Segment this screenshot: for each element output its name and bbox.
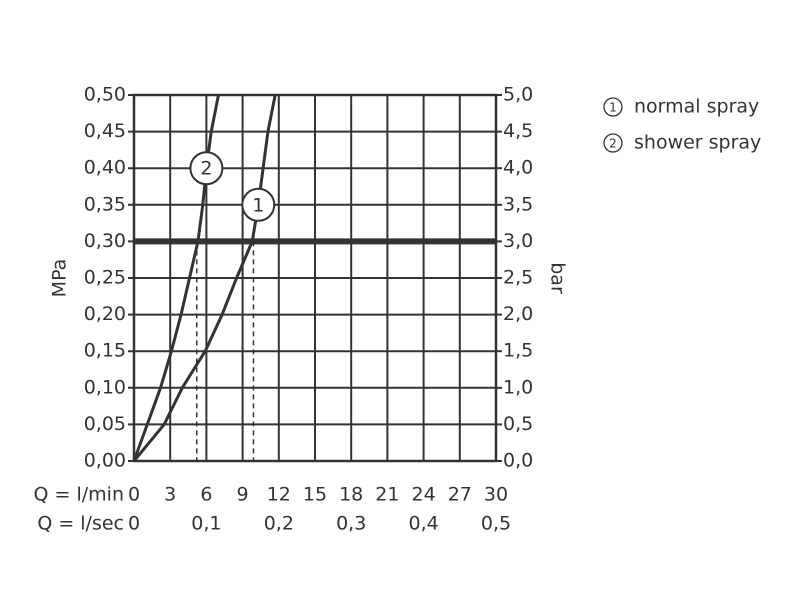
y2-tick-label: 5,0 [503,84,533,106]
legend-number: 2 [609,137,617,151]
y-tick-label: 0,35 [84,193,126,215]
x-tick-label: 15 [303,484,327,506]
x2-tick-label: 0,4 [408,513,438,535]
x2-axis-label: Q = l/sec [37,513,124,535]
x-tick-label: 9 [237,484,249,506]
y-tick-label: 0,15 [84,340,126,362]
series-marker-circle [189,151,224,186]
x-tick-label: 18 [339,484,363,506]
x-tick-label: 3 [164,484,176,506]
x2-tick-label: 0,2 [264,513,294,535]
y2-tick-label: 0,5 [503,413,533,435]
x-tick-label: 27 [448,484,472,506]
plot-frame [132,93,498,463]
y2-tick-label: 3,0 [503,230,533,252]
y-tick-label: 0,05 [84,413,126,435]
series-marker-label: 2 [200,158,212,180]
y-tick-label: 0,30 [84,230,126,252]
series-marker-label: 1 [252,194,264,216]
y2-tick-label: 0,0 [503,450,533,472]
y-tick-label: 0,45 [84,120,126,142]
x2-tick-label: 0,5 [481,513,511,535]
y-tick-label: 0,40 [84,157,126,179]
x2-tick-label: 0,1 [191,513,221,535]
x-tick-label: 12 [267,484,291,506]
y2-axis-label: bar [547,262,569,294]
x-tick-label: 6 [200,484,212,506]
x-tick-label: 0 [128,484,140,506]
x2-tick-label: 0 [128,513,140,535]
y-tick-label: 0,50 [84,84,126,106]
y-axis-label: MPa [49,259,71,298]
y2-tick-label: 4,5 [503,120,533,142]
x-tick-label: 21 [375,484,399,506]
y2-tick-label: 3,5 [503,193,533,215]
y-tick-label: 0,10 [84,376,126,398]
y2-tick-label: 4,0 [503,157,533,179]
x-tick-label: 24 [412,484,436,506]
legend-circle [603,133,623,153]
y-tick-label: 0,25 [84,267,126,289]
y2-tick-label: 1,5 [503,340,533,362]
series-marker-circle [241,187,276,222]
y2-tick-label: 2,0 [503,303,533,325]
x-axis-label: Q = l/min [34,484,124,506]
legend-circle [603,97,623,117]
y-tick-label: 0,00 [84,450,126,472]
y-tick-label: 0,20 [84,303,126,325]
x-tick-label: 30 [484,484,508,506]
y2-tick-label: 2,5 [503,267,533,289]
legend-label: normal spray [634,96,759,118]
legend-label: shower spray [634,132,761,154]
x2-tick-label: 0,3 [336,513,366,535]
series-line [132,94,277,462]
legend-number: 1 [609,101,617,115]
y2-tick-label: 1,0 [503,376,533,398]
